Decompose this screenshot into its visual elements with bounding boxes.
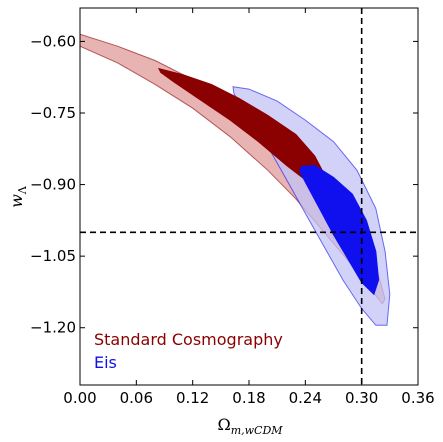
x-tick-label: 0.36 bbox=[401, 389, 434, 407]
x-tick-label: 0.30 bbox=[345, 389, 378, 407]
x-axis-title-main: Ω bbox=[217, 415, 230, 434]
x-tick-label: 0.18 bbox=[232, 389, 265, 407]
y-tick-label: −0.75 bbox=[30, 104, 76, 122]
y-tick-label: −0.90 bbox=[30, 176, 76, 194]
legend: Standard Cosmography Eis bbox=[94, 330, 283, 372]
x-tick-label: 0.24 bbox=[289, 389, 322, 407]
x-tick-label: 0.12 bbox=[176, 389, 209, 407]
eis-inner-contour bbox=[299, 164, 380, 296]
legend-entry-eis: Eis bbox=[94, 353, 117, 372]
contour-layer bbox=[80, 33, 391, 326]
x-tick-label: 0.06 bbox=[120, 389, 153, 407]
y-axis-title-sub: Λ bbox=[16, 185, 29, 195]
y-tick-label: −1.05 bbox=[30, 247, 76, 265]
x-axis-title: Ωm,wCDM bbox=[217, 415, 283, 437]
x-axis-ticks: 0.00 0.06 0.12 0.18 0.24 0.30 0.36 bbox=[63, 8, 435, 407]
x-axis-title-sub: m,wCDM bbox=[231, 424, 284, 437]
x-tick-label: 0.00 bbox=[63, 389, 96, 407]
reference-lines bbox=[80, 8, 418, 385]
y-axis-title-main: w bbox=[7, 194, 26, 208]
legend-entry-standard-cosmography: Standard Cosmography bbox=[94, 330, 283, 349]
y-axis-ticks: −0.60 −0.75 −0.90 −1.05 −1.20 bbox=[30, 32, 418, 337]
y-axis-title: wΛ bbox=[7, 185, 29, 208]
y-tick-label: −0.60 bbox=[30, 32, 76, 50]
y-tick-label: −1.20 bbox=[30, 319, 76, 337]
